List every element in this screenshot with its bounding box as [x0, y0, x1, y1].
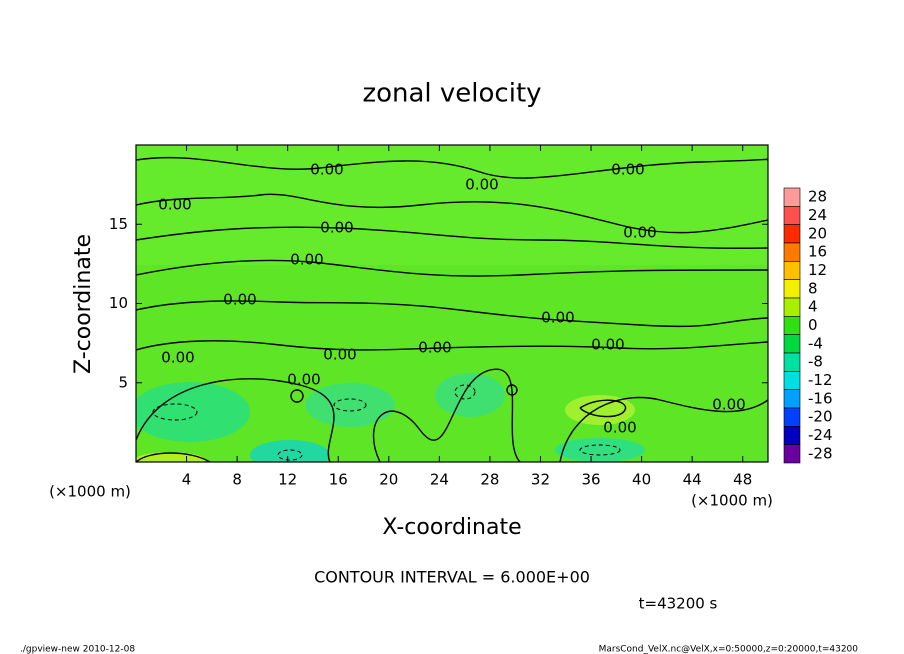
contour-label: 0.00 — [541, 309, 574, 327]
time-label: t=43200 s — [639, 595, 718, 613]
contour-label: 0.00 — [712, 396, 745, 414]
colorbar-label: -20 — [808, 408, 833, 426]
colorbar-label: -28 — [808, 444, 833, 462]
colorbar-label: -4 — [808, 334, 823, 352]
contour-label: 0.00 — [611, 161, 644, 179]
contour-label: 0.00 — [223, 291, 256, 309]
colorbar-label: 0 — [808, 316, 818, 334]
x-tick-label: 24 — [430, 471, 449, 489]
contour-label: 0.00 — [603, 419, 636, 437]
x-tick-label: 36 — [581, 471, 600, 489]
footer-left: ./gpview-new 2010-12-08 — [20, 645, 135, 654]
color-box — [783, 426, 801, 445]
x-tick-label: 40 — [632, 471, 651, 489]
colorbar-label: 20 — [808, 224, 827, 242]
colorbar-label: 16 — [808, 243, 827, 261]
color-box — [783, 389, 801, 409]
colorbar-label: -16 — [808, 389, 833, 407]
contour-label: 0.00 — [591, 336, 624, 354]
color-box — [783, 279, 801, 299]
color-box — [783, 316, 801, 335]
contour-label: 0.00 — [323, 346, 356, 364]
contour-interval: CONTOUR INTERVAL = 6.000E+00 — [314, 568, 590, 587]
x-tick-label: 32 — [531, 471, 550, 489]
colorbar-label: -12 — [808, 371, 833, 389]
x-tick-label: 28 — [480, 471, 499, 489]
contour-label: 0.00 — [161, 349, 194, 367]
chart-title: zonal velocity — [362, 79, 541, 109]
colorbar-label: 8 — [808, 279, 818, 297]
color-box — [783, 224, 801, 244]
colorbar-label: -24 — [808, 426, 833, 444]
x-unit-left: (×1000 m) — [49, 483, 131, 501]
y-tick-label: 15 — [109, 215, 128, 233]
x-tick-label: 48 — [733, 471, 752, 489]
x-tick-label: 12 — [278, 471, 297, 489]
y-axis-label: Z-coordinate — [71, 234, 96, 374]
color-box — [783, 242, 801, 262]
color-box — [783, 334, 801, 354]
color-box — [783, 206, 801, 225]
colorbar-label: 4 — [808, 298, 818, 316]
contour-label: 0.00 — [158, 196, 191, 214]
x-axis-label: X-coordinate — [382, 515, 521, 540]
contour-label: 0.00 — [623, 224, 656, 242]
x-tick-label: 16 — [329, 471, 348, 489]
footer-right: MarsCond_VelX.nc@VelX,x=0:50000,z=0:2000… — [599, 645, 859, 654]
x-tick-label: 4 — [182, 471, 192, 489]
y-tick-label: 5 — [118, 373, 128, 391]
color-box — [783, 352, 801, 372]
field — [136, 145, 768, 462]
contour-label: 0.00 — [320, 219, 353, 237]
x-tick-label: 20 — [379, 471, 398, 489]
x-tick-label: 44 — [683, 471, 702, 489]
contour-label: 0.00 — [310, 161, 343, 179]
color-box — [783, 407, 801, 427]
color-box — [783, 261, 801, 280]
contour-label: 0.00 — [287, 371, 320, 389]
color-box — [783, 371, 801, 390]
contour-label: 0.00 — [290, 251, 323, 269]
y-tick-label: 10 — [109, 294, 128, 312]
color-box — [783, 187, 801, 207]
colorbar-label: 24 — [808, 206, 827, 224]
contour-label: 0.00 — [418, 339, 451, 357]
x-unit-right: (×1000 m) — [691, 492, 773, 510]
color-box — [783, 444, 801, 464]
colorbar-label: 28 — [808, 188, 827, 206]
color-box — [783, 297, 801, 317]
x-tick-label: 8 — [232, 471, 242, 489]
colorbar-label: 12 — [808, 261, 827, 279]
contour-label: 0.00 — [465, 176, 498, 194]
colorbar-label: -8 — [808, 353, 823, 371]
